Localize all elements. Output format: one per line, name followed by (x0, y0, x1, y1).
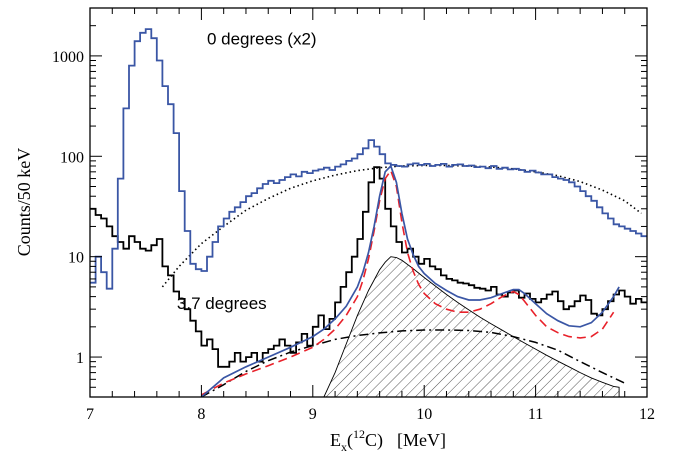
histogram-0-degrees (90, 28, 647, 290)
x-axis-title-element: C) (365, 430, 383, 451)
x-tick-label: 7 (86, 406, 94, 423)
y-axis-title: Counts/50 keV (14, 148, 34, 257)
hatched-peak-area (323, 256, 620, 397)
x-tick-label: 8 (197, 406, 205, 423)
x-tick-label: 11 (528, 406, 543, 423)
y-tick-label: 1000 (52, 49, 84, 66)
red-dashed-fit (201, 168, 615, 396)
x-tick-label: 12 (639, 406, 655, 423)
x-axis-title-sub: x (341, 440, 347, 454)
plot-area (90, 28, 647, 397)
x-axis-title-main: E (330, 430, 341, 450)
x-tick-label: 9 (309, 406, 317, 423)
axes: 7 8 9 10 11 12 1 10 100 1000 (52, 7, 655, 423)
annotation-3-7-degrees: 3.7 degrees (177, 294, 267, 313)
plot-frame (89, 7, 648, 398)
blue-fit-curve (200, 164, 620, 397)
x-axis-title-unit: [MeV] (397, 430, 446, 450)
x-axis-title-sup: 12 (353, 427, 365, 441)
annotation-0-degrees: 0 degrees (x2) (207, 29, 317, 48)
x-axis-title: Ex(12C) [MeV] (330, 427, 446, 454)
y-tick-label: 100 (60, 149, 84, 166)
dotted-background-curve (161, 164, 642, 288)
x-axis-title-paren: ( (347, 430, 353, 451)
dash-dot-curve (201, 329, 626, 397)
histogram-3-7-degrees (90, 166, 647, 368)
y-tick-label: 10 (68, 250, 84, 267)
y-tick-label: 1 (76, 350, 84, 367)
x-tick-label: 10 (416, 406, 432, 423)
